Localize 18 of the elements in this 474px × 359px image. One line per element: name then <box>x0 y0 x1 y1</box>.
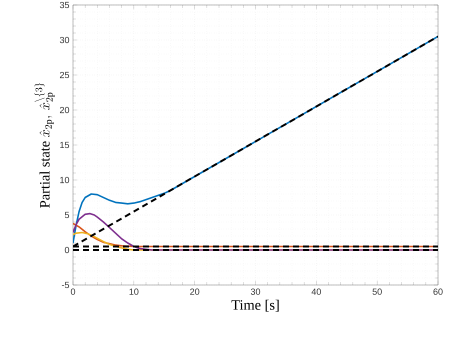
y-tick-label: 25 <box>60 72 70 78</box>
x-tick-label: 30 <box>250 288 260 295</box>
y-tick-label: 10 <box>60 176 70 184</box>
x-tick-label: 10 <box>130 288 138 295</box>
y-tick-label: 0 <box>64 246 70 254</box>
y-tick-label: 15 <box>60 142 70 148</box>
x-tick-label: 50 <box>372 288 382 295</box>
y-tick-label: 35 <box>60 2 70 8</box>
y-tick-label: 5 <box>64 212 70 218</box>
y-tick-label: 30 <box>60 36 70 44</box>
y-axis-title: $\mathrm{Partial\ state}\ \hat{x}_{2\mathrm{p}},\,\hat{x}_{2\mathrm{p}}^{\backslash\{3\}}$ <box>34 83 55 208</box>
y-tick-label: 20 <box>60 106 70 114</box>
x-tick-label: 40 <box>312 288 321 295</box>
x-tick-label: 60 <box>433 288 443 295</box>
y-tick-label: -5 <box>62 282 70 288</box>
x-tick-label: 0 <box>70 288 76 295</box>
x-tick-label: 20 <box>190 288 200 295</box>
x-axis-title: Time [s] <box>232 300 279 312</box>
